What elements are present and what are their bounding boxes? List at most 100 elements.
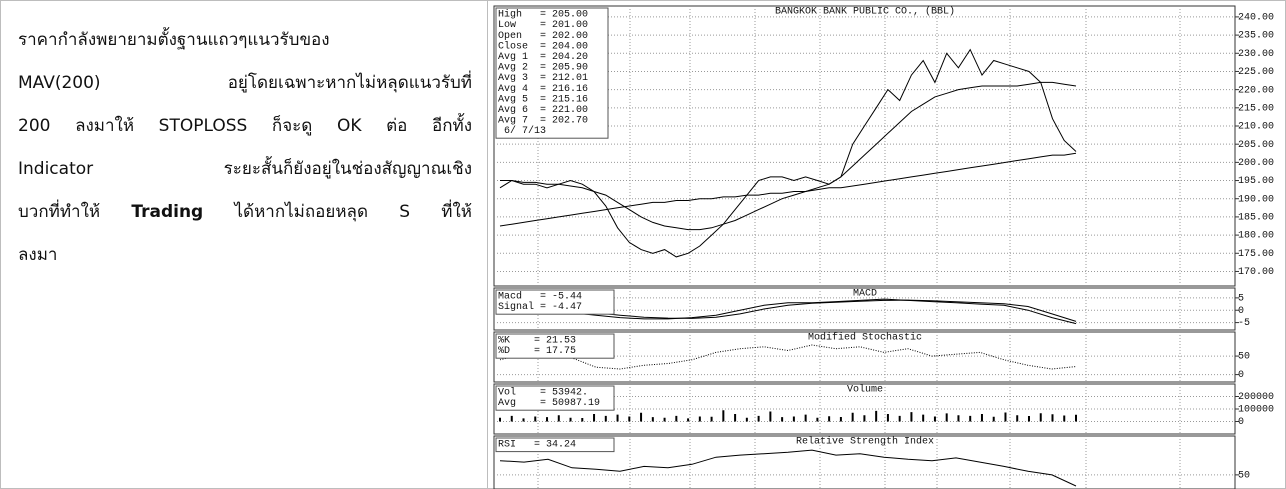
volume-bar [922,414,925,422]
text: ได้หากไม่ถอยหลุด S ที่ให้ [203,202,473,222]
legend-line: Close = 204.00 [498,40,588,52]
volume-bar [710,416,713,422]
text-line: ราคากำลังพยายามตั้งฐานแถวๆแนวรับของ [18,30,330,50]
y-tick-label: 200000 [1238,392,1274,403]
legend-line: Avg 2 = 205.90 [498,63,588,74]
legend-line: Avg 4 = 216.16 [498,84,588,95]
text-line: บวกที่ทำให้ Trading ได้หากไม่ถอยหลุด S ท… [18,193,472,236]
y-tick-label: 230.00 [1238,49,1274,60]
volume-bar [534,416,537,422]
volume-bar [1039,413,1042,422]
volume-bar [604,415,607,422]
y-tick-label: 190.00 [1238,194,1274,205]
y-tick-label: 235.00 [1238,31,1274,42]
series-line [499,152,1077,227]
text-line: ลงมา [18,245,58,265]
legend-line: %K = 21.53 [498,336,576,347]
y-tick-label: 215.00 [1238,103,1274,114]
panel-frame [493,5,1236,287]
legend-line: RSI = 34.24 [498,440,576,451]
series-line [499,298,1077,325]
volume-bar [510,415,513,422]
panel-title: BANGKOK BANK PUBLIC CO., (BBL) [775,6,955,18]
paragraph: ราคากำลังพยายามตั้งฐานแถวๆแนวรับของ MAV(… [18,21,472,279]
volume-bar [651,417,654,422]
y-tick-label: 205.00 [1238,140,1274,151]
volume-bar [769,411,772,422]
volume-bar [522,418,525,422]
volume-bar [675,415,678,422]
legend-line: Open = 202.00 [498,31,588,42]
volume-bar [863,415,866,422]
y-tick-label: 175.00 [1238,249,1274,260]
text: บวกที่ทำให้ [18,202,132,222]
volume-bar [722,410,725,422]
legend-line: %D = 17.75 [498,346,576,357]
panel-frame [493,435,1236,489]
text-line: Indicator ระยะสั้นก็ยังอยู่ในช่องสัญญาณเ… [18,159,472,179]
legend-line: Avg 6 = 221.00 [498,105,588,116]
legend-box [495,289,615,315]
volume-bar [557,415,560,422]
volume-bar [992,416,995,422]
panel-title: Relative Strength Index [796,436,934,448]
volume-bar [910,412,913,422]
panel-title: MACD [853,289,877,300]
volume-bar [839,417,842,422]
volume-bar [1063,415,1066,422]
volume-bar [875,410,878,422]
volume-bar [886,414,889,422]
legend-box [495,385,615,411]
volume-bar [745,417,748,422]
volume-bar [734,414,737,422]
volume-bar [1004,412,1007,422]
y-tick-label: 240.00 [1238,13,1274,24]
legend-line: Avg 7 = 202.70 [498,116,588,127]
volume-bar [1075,414,1077,422]
text-line: 200 ลงมาให้ STOPLOSS ก็จะดู OK ต่อ อีกทั… [18,116,472,136]
y-tick-label: 0 [1238,306,1244,317]
legend-line: Macd = -5.44 [498,291,582,303]
volume-bar [851,412,854,422]
volume-bar [1016,415,1019,422]
legend-line: Signal = -4.47 [498,301,582,313]
legend-line: Avg 1 = 204.20 [498,52,588,63]
cell-separator [487,0,488,489]
volume-bar [499,417,501,422]
y-tick-label: 210.00 [1238,122,1274,133]
legend-line: Avg = 50987.19 [498,398,600,409]
legend-line: Low = 201.00 [498,20,588,31]
series-line [500,81,1077,231]
volume-bar [980,414,983,422]
series-line [499,48,1077,258]
y-tick-label: 220.00 [1238,85,1274,96]
panel-title: Modified Stochastic [808,332,922,344]
panel-frame [493,331,1236,383]
y-tick-label: 225.00 [1238,67,1274,78]
volume-bar [945,413,948,422]
volume-bar [816,417,819,422]
volume-bar [640,412,643,422]
y-tick-label: 185.00 [1238,213,1274,224]
legend-line: Avg 3 = 212.01 [498,73,588,84]
volume-bar [569,417,572,422]
volume-bar [616,414,619,422]
volume-bar [698,416,701,422]
volume-bar [757,415,760,422]
volume-bar [687,418,690,422]
volume-bar [663,417,666,422]
volume-bar [933,416,936,422]
volume-bar [792,416,795,422]
volume-bar [804,414,807,422]
legend-line: 6/ 7/13 [498,125,546,137]
text-line: MAV(200) อยู่โดยเฉพาะหากไม่หลุดแนวรับที่ [18,73,472,93]
y-tick-label: 170.00 [1238,267,1274,278]
legend-line: Avg 5 = 215.16 [498,94,588,105]
volume-bar [581,418,584,422]
legend-box [495,7,609,139]
y-tick-label: -5 [1238,318,1250,329]
panel-title: Volume [847,384,883,396]
volume-bar [1051,414,1054,422]
y-tick-label: 50 [1238,471,1250,482]
legend-box [495,437,615,453]
